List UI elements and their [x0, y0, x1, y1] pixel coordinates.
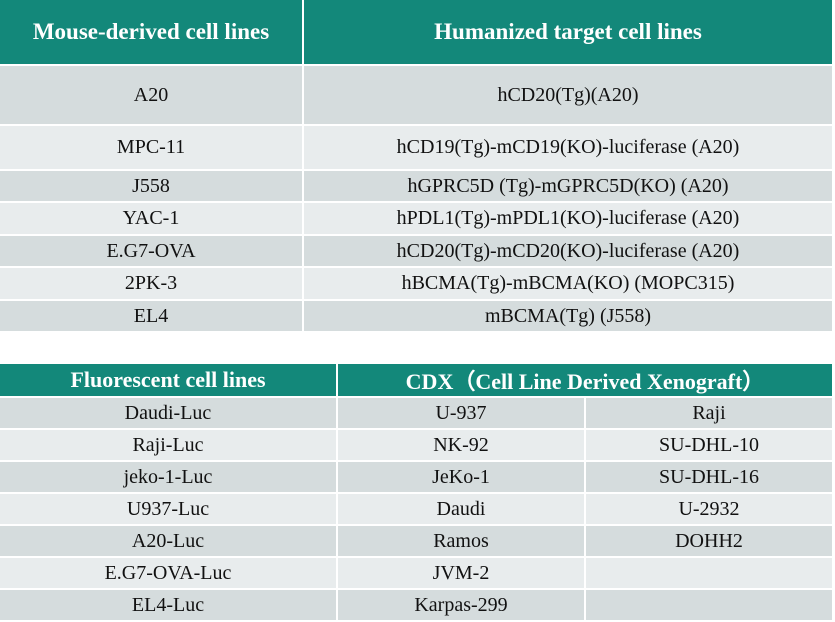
table-header-row: Mouse-derived cell lines Humanized targe… [0, 0, 834, 66]
table-row: U937-Luc Daudi U-2932 [0, 493, 835, 526]
humanized-cell: hBCMA(Tg)-mBCMA(KO) (MOPC315) [303, 267, 834, 301]
humanized-cell: mBCMA(Tg) (J558) [303, 300, 834, 333]
fluorescent-cell: Raji-Luc [0, 429, 338, 462]
fluorescent-cell: jeko-1-Luc [0, 461, 338, 494]
mouse-cell: MPC-11 [0, 125, 304, 171]
humanized-cell: hPDL1(Tg)-mPDL1(KO)-luciferase (A20) [303, 202, 834, 236]
table-row: EL4-Luc Karpas-299 [0, 589, 835, 622]
table-row: A20 hCD20(Tg)(A20) [0, 65, 834, 126]
header-humanized-target: Humanized target cell lines [303, 0, 834, 66]
table-row: E.G7-OVA-Luc JVM-2 [0, 557, 835, 590]
humanized-cell: hGPRC5D (Tg)-mGPRC5D(KO) (A20) [303, 170, 834, 203]
table-row: MPC-11 hCD19(Tg)-mCD19(KO)-luciferase (A… [0, 125, 834, 171]
cdx-cell: U-2932 [585, 493, 835, 526]
table-row: YAC-1 hPDL1(Tg)-mPDL1(KO)-luciferase (A2… [0, 202, 834, 236]
mouse-cell: 2PK-3 [0, 267, 304, 301]
header-fluorescent: Fluorescent cell lines [0, 364, 338, 398]
table-row: E.G7-OVA hCD20(Tg)-mCD20(KO)-luciferase … [0, 235, 834, 268]
table-row: jeko-1-Luc JeKo-1 SU-DHL-16 [0, 461, 835, 494]
mouse-cell: J558 [0, 170, 304, 203]
header-cdx: CDX（Cell Line Derived Xenograft） [337, 364, 835, 398]
humanized-cell: hCD20(Tg)(A20) [303, 65, 834, 126]
fluorescent-cell: EL4-Luc [0, 589, 338, 622]
cdx-cell: DOHH2 [585, 525, 835, 558]
table-row: J558 hGPRC5D (Tg)-mGPRC5D(KO) (A20) [0, 170, 834, 203]
fluorescent-cell: A20-Luc [0, 525, 338, 558]
cdx-cell: Ramos [337, 525, 586, 558]
humanized-cell: hCD20(Tg)-mCD20(KO)-luciferase (A20) [303, 235, 834, 268]
mouse-cell: E.G7-OVA [0, 235, 304, 268]
cdx-cell: NK-92 [337, 429, 586, 462]
cdx-cell [585, 589, 835, 622]
mouse-cell: EL4 [0, 300, 304, 333]
table-row: Daudi-Luc U-937 Raji [0, 397, 835, 430]
table-row: EL4 mBCMA(Tg) (J558) [0, 300, 834, 333]
cdx-cell: JVM-2 [337, 557, 586, 590]
table-row: 2PK-3 hBCMA(Tg)-mBCMA(KO) (MOPC315) [0, 267, 834, 301]
cdx-cell: U-937 [337, 397, 586, 430]
cdx-cell: Karpas-299 [337, 589, 586, 622]
fluorescent-cdx-table: Fluorescent cell lines CDX（Cell Line Der… [0, 364, 835, 622]
table-header-row: Fluorescent cell lines CDX（Cell Line Der… [0, 364, 835, 398]
mouse-cell: A20 [0, 65, 304, 126]
cdx-cell: JeKo-1 [337, 461, 586, 494]
cdx-cell: Raji [585, 397, 835, 430]
fluorescent-cell: Daudi-Luc [0, 397, 338, 430]
cdx-cell: SU-DHL-16 [585, 461, 835, 494]
mouse-derived-table: Mouse-derived cell lines Humanized targe… [0, 0, 834, 333]
humanized-cell: hCD19(Tg)-mCD19(KO)-luciferase (A20) [303, 125, 834, 171]
cdx-cell: Daudi [337, 493, 586, 526]
cdx-cell [585, 557, 835, 590]
fluorescent-cell: E.G7-OVA-Luc [0, 557, 338, 590]
table-row: A20-Luc Ramos DOHH2 [0, 525, 835, 558]
header-mouse-derived: Mouse-derived cell lines [0, 0, 304, 66]
fluorescent-cell: U937-Luc [0, 493, 338, 526]
mouse-cell: YAC-1 [0, 202, 304, 236]
cdx-cell: SU-DHL-10 [585, 429, 835, 462]
table-row: Raji-Luc NK-92 SU-DHL-10 [0, 429, 835, 462]
